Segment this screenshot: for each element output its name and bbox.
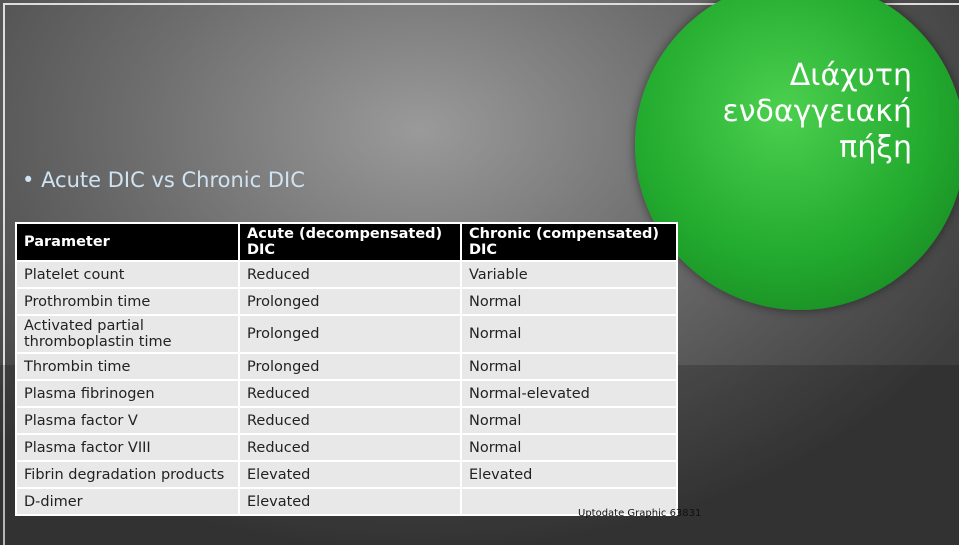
- frame: [3, 3, 959, 545]
- title-line: ενδαγγειακή: [722, 94, 912, 129]
- comparison-table: Parameter Acute (decompensated) DIC Chroni…: [15, 222, 678, 516]
- table-cell: Normal: [460, 433, 678, 462]
- table-cell: Normal: [460, 287, 678, 316]
- table-cell: Plasma fibrinogen: [15, 379, 240, 408]
- source-note: Uptodate Graphic 63831: [578, 508, 702, 519]
- green-circle: [635, 0, 959, 310]
- table-cell: Normal: [460, 314, 678, 354]
- bullet-text: Acute DIC vs Chronic DIC: [41, 168, 305, 192]
- table-row: Platelet count Reduced Variable: [15, 260, 678, 289]
- table-cell: Prolonged: [238, 352, 462, 381]
- table-cell: Elevated: [238, 487, 462, 516]
- table-cell: Fibrin degradation products: [15, 460, 240, 489]
- table-cell: Activated partial thromboplastin time: [15, 314, 240, 354]
- table-cell: Normal: [460, 352, 678, 381]
- table-row: Plasma fibrinogen Reduced Normal-elevated: [15, 379, 678, 408]
- header-row: Parameter Acute (decompensated) DIC Chroni…: [15, 222, 678, 262]
- bullet: • Acute DIC vs Chronic DIC: [22, 168, 305, 192]
- table-cell: Plasma factor V: [15, 406, 240, 435]
- table-cell: Plasma factor VIII: [15, 433, 240, 462]
- table-cell: Prolonged: [238, 314, 462, 354]
- table-cell: Elevated: [460, 460, 678, 489]
- table-cell: Normal: [460, 406, 678, 435]
- table-cell: Reduced: [238, 260, 462, 289]
- empty-cell: [460, 487, 678, 516]
- table-row: Prothrombin time Prolonged Normal: [15, 287, 678, 316]
- title-line: Διάχυτη: [789, 58, 912, 93]
- table-cell: Thrombin time: [15, 352, 240, 381]
- table-row: Fibrin degradation products Elevated Eleva…: [15, 460, 678, 489]
- table-row: Activated partial thromboplastin time Pro…: [15, 314, 678, 354]
- table-row: Plasma factor VIII Reduced Normal: [15, 433, 678, 462]
- table-cell: Elevated: [238, 460, 462, 489]
- header-cell: Parameter: [15, 222, 240, 262]
- table-row: Plasma factor V Reduced Normal: [15, 406, 678, 435]
- slide-title: Διάχυτη ενδαγγειακή πήξη: [723, 58, 912, 166]
- table-cell: Reduced: [238, 406, 462, 435]
- table-cell: Variable: [460, 260, 678, 289]
- header-cell: Chronic (compensated) DIC: [460, 222, 678, 262]
- table-cell: Reduced: [238, 433, 462, 462]
- table-cell: Normal-elevated: [460, 379, 678, 408]
- table-cell: Platelet count: [15, 260, 240, 289]
- table-row: Thrombin time Prolonged Normal: [15, 352, 678, 381]
- table-cell: D-dimer: [15, 487, 240, 516]
- table-row: D-dimer Elevated: [15, 487, 678, 516]
- table-cell: Reduced: [238, 379, 462, 408]
- title-line: πήξη: [839, 130, 912, 165]
- table-cell: Prothrombin time: [15, 287, 240, 316]
- header-cell: Acute (decompensated) DIC: [238, 222, 462, 262]
- table-cell: Prolonged: [238, 287, 462, 316]
